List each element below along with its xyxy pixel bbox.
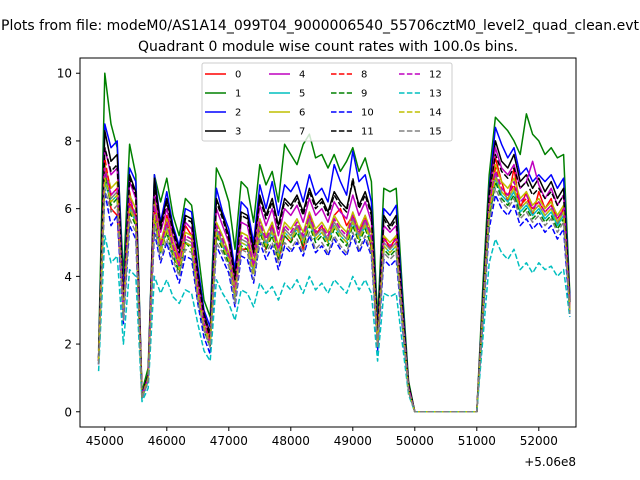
y-tick-label: 0 [64,405,72,419]
series-line-9 [97,174,571,413]
legend-label-5: 5 [299,89,305,100]
legend-label-4: 4 [299,70,305,81]
x-tick-label: 52000 [520,434,558,448]
legend-label-13: 13 [429,89,442,100]
series-line-14 [97,177,571,413]
legend-label-15: 15 [429,127,442,138]
legend-label-3: 3 [235,127,241,138]
x-tick-label: 48000 [272,434,310,448]
y-tick-label: 8 [64,134,72,148]
series-layer [97,72,571,413]
x-tick-label: 51000 [458,434,496,448]
y-tick-label: 10 [57,67,72,81]
x-axis: 45000 46000 47000 48000 49000 50000 51000 52000 [86,427,558,448]
legend-label-12: 12 [429,70,442,81]
legend-label-14: 14 [429,108,442,119]
series-line-12 [97,167,571,413]
chart-title: Quadrant 0 module wise count rates with … [138,39,518,55]
series-line-11 [97,146,571,413]
series-line-10 [97,190,571,413]
y-axis: 0 2 4 6 8 10 [57,67,80,419]
legend-label-7: 7 [299,127,305,138]
x-tick-label: 50000 [396,434,434,448]
plot-area [79,57,577,428]
legend-label-8: 8 [361,70,367,81]
legend-label-10: 10 [361,108,374,119]
series-line-13 [97,234,571,413]
legend-label-9: 9 [361,89,367,100]
legend-label-1: 1 [235,89,241,100]
series-line-2 [97,123,571,413]
legend-label-0: 0 [235,70,241,81]
y-tick-label: 6 [64,202,72,216]
legend-box [201,62,453,142]
x-tick-label: 45000 [86,434,124,448]
series-line-15 [97,187,571,413]
x-offset-label: +5.06e8 [524,455,576,469]
series-line-1 [97,72,571,413]
legend-label-11: 11 [361,127,374,138]
axes-frame [79,57,577,428]
legend-label-6: 6 [299,108,305,119]
legend-label-2: 2 [235,108,241,119]
x-tick-label: 47000 [210,434,248,448]
y-tick-label: 4 [64,270,72,284]
y-tick-label: 2 [64,338,72,352]
series-line-4 [97,146,571,413]
series-line-3 [97,130,571,413]
x-tick-label: 49000 [334,434,372,448]
figure-suptitle: Plots from file: modeM0/AS1A14_099T04_90… [1,18,639,34]
x-tick-label: 46000 [148,434,186,448]
